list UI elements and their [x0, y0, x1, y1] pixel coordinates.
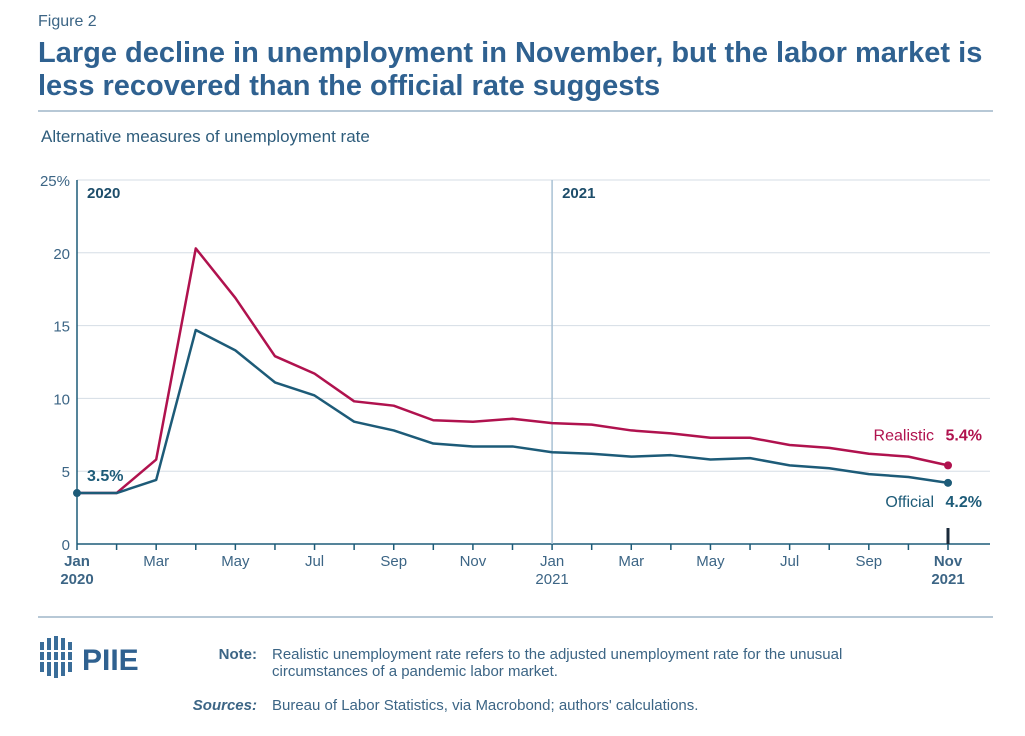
x-tick-label: Jul	[305, 553, 324, 570]
x-tick-label: May	[221, 553, 250, 570]
text-line: Realistic unemployment rate refers to th…	[272, 646, 842, 663]
figure-label: Figure 2	[38, 13, 97, 30]
x-tick-label: Jul	[780, 553, 799, 570]
x-tick-label: Sep	[380, 553, 407, 570]
y-tick-label: 5	[62, 464, 70, 481]
point	[944, 461, 952, 470]
period-label: 2021	[562, 185, 595, 202]
x-tick-label: Mar	[143, 553, 169, 570]
text-line: 2020	[60, 571, 93, 588]
x-tick-label: Sep	[855, 553, 882, 570]
note: Realistic unemployment rate refers to th…	[272, 646, 842, 680]
text-line: Jan	[64, 553, 90, 570]
sources-label: Sources:	[193, 697, 257, 714]
sources: Bureau of Labor Statistics, via Macrobon…	[272, 697, 698, 714]
text-line: Jan	[540, 553, 564, 570]
point	[944, 478, 952, 487]
x-tick-label: Nov 2021	[931, 553, 964, 588]
value-label: 4.2%	[946, 494, 982, 511]
text-line: Nov	[934, 553, 963, 570]
text-line: less recovered than the official rate su…	[38, 70, 660, 102]
y-tick-label: 10	[53, 391, 70, 408]
y-tick-label: 0	[62, 537, 70, 554]
x-tick-label: Mar	[618, 553, 644, 570]
chart-subtitle: Alternative measures of unemployment rat…	[41, 127, 370, 146]
y-tick-label: 25%	[40, 173, 70, 190]
point	[73, 489, 81, 498]
text-line: 2021	[931, 571, 964, 588]
x-tick-label: May	[696, 553, 725, 570]
text-line: 2021	[535, 571, 568, 588]
logo: PIIE	[82, 644, 139, 677]
text-line: circumstances of a pandemic labor market…	[272, 663, 558, 680]
y-tick-label: 20	[53, 246, 70, 263]
series-name: Official	[885, 494, 934, 511]
value-label: 5.4%	[946, 427, 982, 444]
series-name: Realistic	[874, 427, 934, 444]
period-label: 2020	[87, 185, 120, 202]
chart-title: Large decline in unemployment in Novembe…	[38, 37, 982, 102]
text-line: Large decline in unemployment in Novembe…	[38, 37, 982, 69]
x-tick-label: Nov	[460, 553, 487, 570]
y-tick-label: 15	[53, 319, 70, 336]
series-line	[77, 247, 949, 495]
value-label: 3.5%	[87, 468, 123, 485]
note-label: Note:	[219, 646, 257, 663]
series-line	[77, 328, 949, 495]
logo-mark	[38, 636, 76, 678]
x-tick-label: Jan 2021	[535, 553, 568, 588]
x-tick-label: Jan 2020	[60, 553, 93, 588]
